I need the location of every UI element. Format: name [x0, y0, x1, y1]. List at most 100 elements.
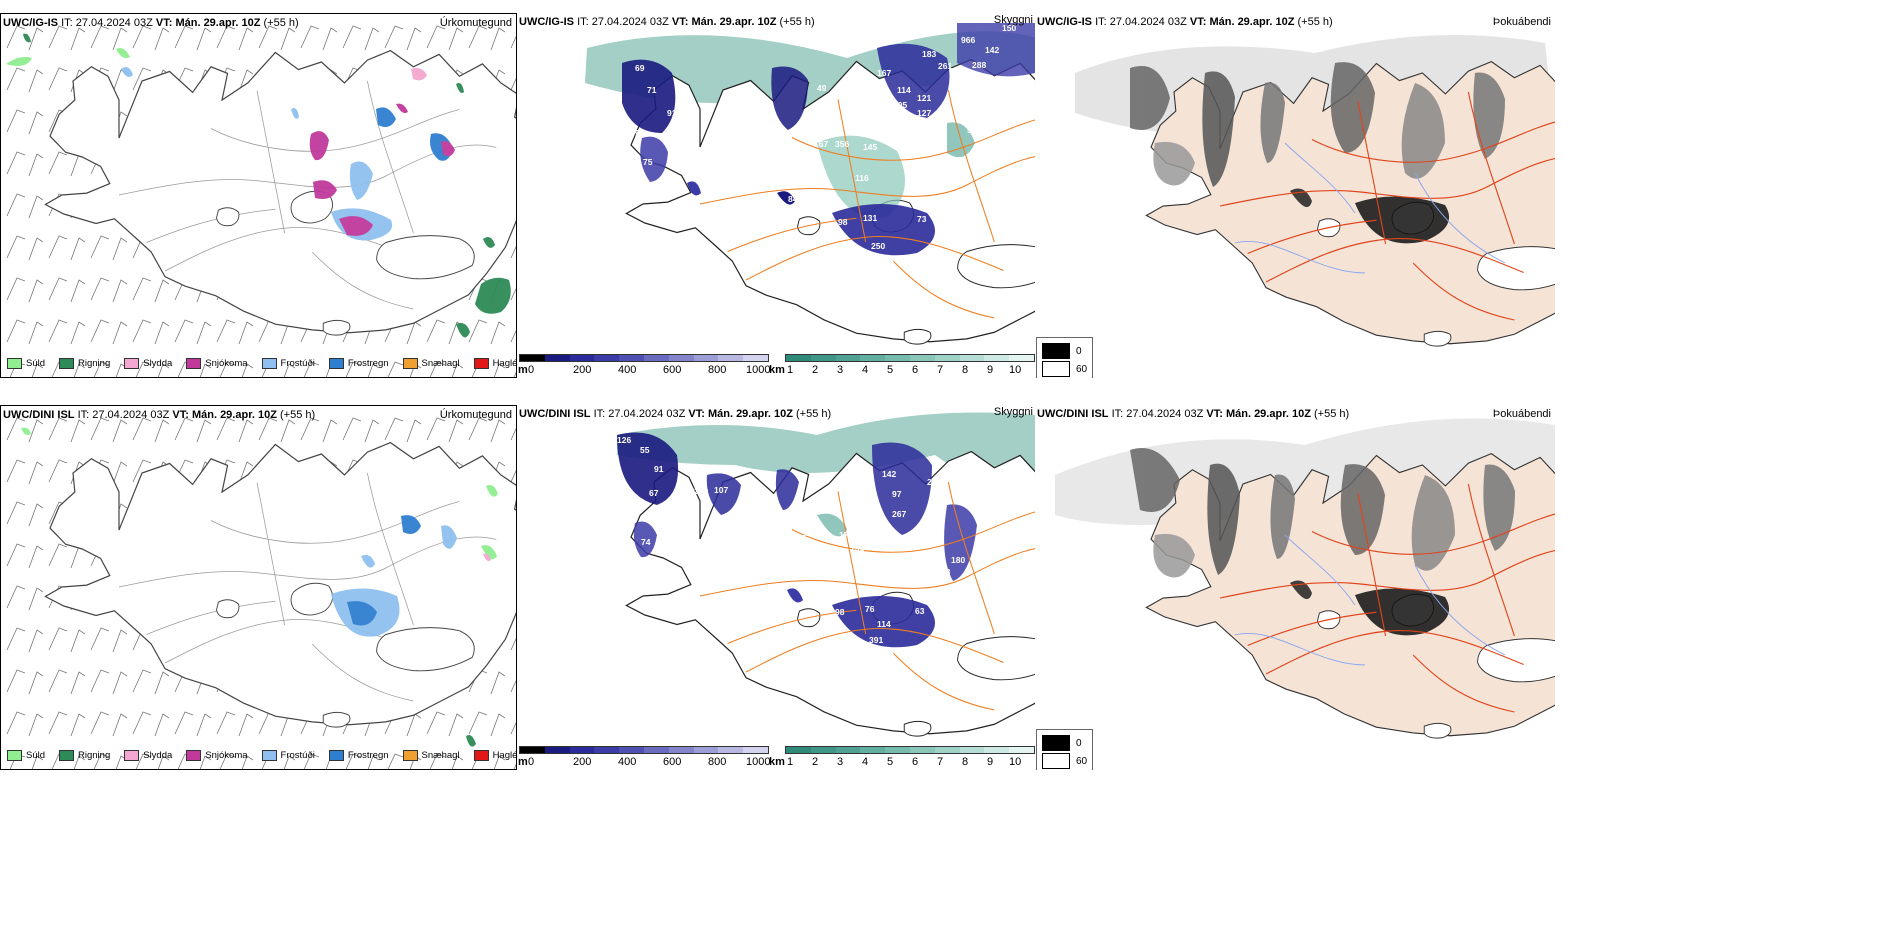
legend-swatch	[7, 749, 22, 761]
visibility-map: 69 71 91 98 75 92 17 49 180 183 261 966 …	[585, 23, 1035, 345]
legend-swatch	[261, 357, 277, 369]
colorbar-tick: 3	[837, 756, 844, 768]
legend-label: Rigning	[78, 749, 111, 761]
vis-label: 300	[822, 557, 836, 567]
vis-label: 116	[855, 173, 869, 183]
vis-label: 76	[865, 604, 875, 614]
colorbar-tick: 1000	[746, 364, 771, 376]
vis-label: 126	[617, 435, 631, 445]
valid-time: Mán. 29.apr. 10Z	[691, 16, 777, 28]
visibility-colorbar-m	[519, 354, 769, 362]
vis-label: 49	[817, 83, 827, 93]
fog-index-panel-bottom: UWC/DINI ISL IT: 27.04.2024 03Z VT: Mán.…	[1035, 405, 1555, 770]
colorbar-tick: 9	[987, 756, 994, 768]
vis-label: 17	[691, 195, 701, 205]
legend-item: Rigning	[59, 357, 111, 369]
vis-label: 73	[917, 214, 927, 224]
vis-label: 131	[850, 543, 864, 553]
colorbar-tick: 2	[812, 756, 819, 768]
fog-legend-label: 60	[1076, 755, 1088, 767]
legend-swatch	[473, 357, 489, 369]
legend-label: Snæhagl	[421, 749, 460, 761]
panel-title: Úrkomutegund	[439, 17, 512, 29]
colorbar-tick: 1000	[746, 756, 771, 768]
panel-title: Skyggni	[993, 406, 1033, 418]
vis-label: 167	[877, 68, 891, 78]
legend-swatch	[402, 357, 418, 369]
legend-item: Súld	[7, 749, 45, 761]
colorbar-tick: 400	[618, 364, 637, 376]
init-time: 27.04.2024 03Z	[608, 408, 686, 420]
vis-label: 131	[863, 213, 877, 223]
legend-swatch	[59, 749, 75, 761]
valid-time: Mán. 29.apr. 10Z	[191, 409, 277, 421]
legend-swatch	[328, 749, 344, 761]
init-time: 27.04.2024 03Z	[92, 409, 170, 421]
vis-label: 145	[863, 142, 877, 152]
colorbar-tick: 10	[1009, 756, 1022, 768]
fog-legend-label: 60	[1076, 363, 1088, 375]
panel-header: UWC/IG-IS IT: 27.04.2024 03Z VT: Mán. 29…	[519, 16, 1031, 29]
vis-label: 92	[671, 183, 681, 193]
colorbar-tick: 1	[787, 756, 794, 768]
vis-label: 91	[920, 527, 930, 537]
legend-item: Snjókoma	[186, 357, 248, 369]
colorbar-tick: 200	[573, 364, 592, 376]
vis-label: 107	[714, 485, 728, 495]
legend-item: Frostúði	[261, 357, 315, 369]
vis-label: 140	[811, 206, 825, 216]
init-time: 27.04.2024 03Z	[591, 16, 669, 28]
valid-time: Mán. 29.apr. 10Z	[1225, 408, 1311, 420]
precip-type-panel-top: UWC/IG-IS IT: 27.04.2024 03Z VT: Mán. 29…	[0, 13, 517, 378]
precip-type-panel-bottom: UWC/DINI ISL IT: 27.04.2024 03Z VT: Mán.…	[0, 405, 517, 770]
colorbar-tick: 10	[1009, 364, 1022, 376]
legend-label: Slydda	[143, 357, 173, 369]
init-label: IT:	[593, 408, 606, 420]
fog-legend-label: 0	[1076, 737, 1082, 749]
vis-label: 98	[635, 128, 645, 138]
valid-label: VT:	[155, 17, 173, 29]
visibility-colorbar-km	[785, 354, 1035, 362]
fog-swatch	[1042, 343, 1070, 359]
legend-swatch	[7, 357, 22, 369]
init-label: IT:	[577, 16, 589, 28]
vis-label: 27	[662, 577, 672, 587]
panel-header: UWC/DINI ISL IT: 27.04.2024 03Z VT: Mán.…	[519, 408, 1031, 421]
legend-label: Frostúði	[280, 749, 315, 761]
legend-swatch	[402, 749, 418, 761]
fog-swatch	[1042, 735, 1070, 751]
legend-label: Rigning	[78, 357, 111, 369]
vis-label: 98	[835, 607, 845, 617]
vis-label: 250	[871, 241, 885, 251]
panel-title: Úrkomutegund	[439, 409, 512, 421]
init-label: IT:	[1095, 16, 1107, 28]
colorbar-unit: km	[769, 756, 785, 768]
colorbar-unit: m	[518, 756, 528, 768]
vis-label: 73	[941, 567, 951, 577]
colorbar-tick: 600	[663, 756, 682, 768]
colorbar-tick: 3	[837, 364, 844, 376]
legend-label: Frostregn	[347, 357, 389, 369]
vis-label: 55	[640, 445, 650, 455]
model-name: UWC/IG-IS	[519, 16, 574, 28]
vis-label: 142	[985, 45, 999, 55]
colorbar-tick: 2	[812, 364, 819, 376]
colorbar-tick: 5	[887, 364, 894, 376]
vis-label: 69	[635, 63, 645, 73]
legend-item: Slydda	[124, 749, 172, 761]
fog-legend-item: 0	[1042, 343, 1087, 359]
colorbar-tick: 600	[663, 364, 682, 376]
fog-legend-item: 60	[1042, 361, 1087, 377]
legend-swatch	[473, 749, 489, 761]
fog-legend-label: 0	[1076, 345, 1082, 357]
panel-header: UWC/DINI ISL IT: 27.04.2024 03Z VT: Mán.…	[1037, 408, 1551, 421]
lead-time: (+55 h)	[779, 16, 815, 28]
fog-legend-item: 0	[1042, 735, 1087, 751]
vis-label: 59	[641, 562, 651, 572]
vis-label: 150	[1002, 23, 1016, 33]
lead-time: (+55 h)	[280, 409, 316, 421]
valid-time: Mán. 29.apr. 10Z	[175, 17, 261, 29]
legend-item: Haglél	[473, 357, 516, 369]
colorbar-tick: 400	[618, 756, 637, 768]
panel-header: UWC/IG-IS IT: 27.04.2024 03Z VT: Mán. 29…	[1037, 16, 1551, 29]
